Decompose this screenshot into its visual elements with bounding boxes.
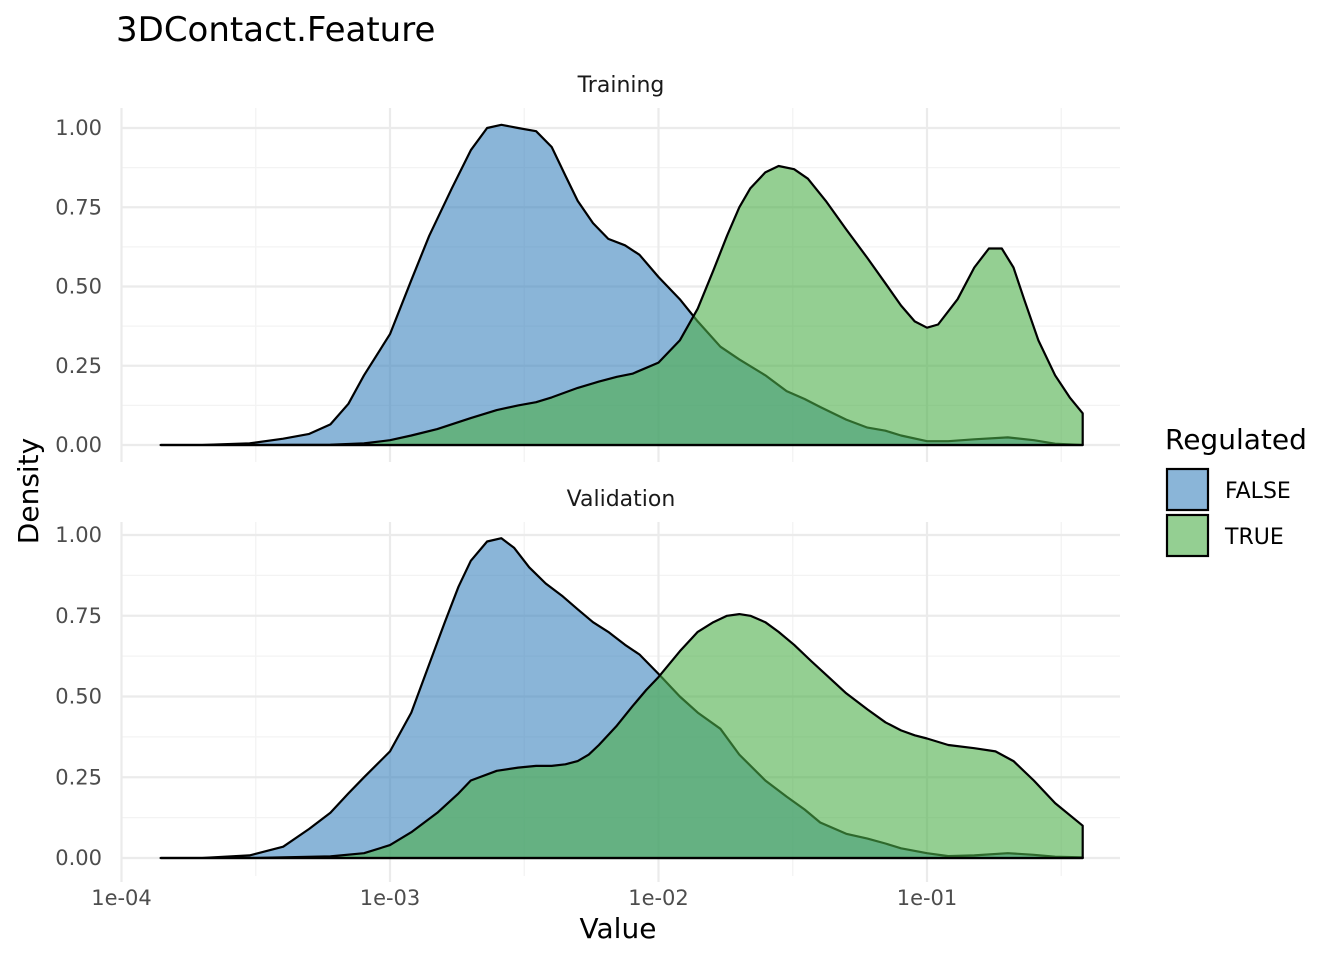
legend-label: FALSE: [1225, 479, 1291, 504]
y-tick-label: 0.75: [55, 604, 102, 628]
y-tick-label: 1.00: [55, 523, 102, 547]
legend-label: TRUE: [1224, 525, 1284, 550]
facet-panels: Training 0.00 0.25 0.50 0.75 1.00 Validation 0.…: [55, 73, 1120, 910]
density-area-true: [159, 164, 1084, 447]
facet-strip-label: Training: [577, 73, 665, 98]
panel-validation: Validation 0.00 0.25 0.50 0.75 1.00 1e-04 1e-03…: [55, 487, 1120, 910]
x-tick-label: 1e-03: [360, 886, 421, 910]
legend-key-false: [1165, 467, 1210, 512]
legend-title: Regulated: [1165, 423, 1307, 456]
x-tick-label: 1e-01: [897, 886, 958, 910]
y-tick-label: 1.00: [55, 116, 102, 140]
y-axis-title: Density: [12, 438, 45, 544]
y-tick-label: 0.00: [55, 846, 102, 870]
y-tick-label: 0.00: [55, 433, 102, 457]
y-tick-label: 0.25: [55, 765, 102, 789]
x-tick-label: 1e-02: [628, 886, 689, 910]
y-tick-label: 0.50: [55, 275, 102, 299]
legend-key-true: [1165, 513, 1210, 558]
chart-title: 3DContact.Feature: [116, 10, 435, 50]
x-axis-title: Value: [580, 912, 657, 945]
y-tick-label: 0.75: [55, 195, 102, 219]
y-tick-label: 0.25: [55, 354, 102, 378]
x-tick-label: 1e-04: [91, 886, 152, 910]
panel-training: Training 0.00 0.25 0.50 0.75 1.00: [55, 73, 1120, 462]
legend: Regulated FALSE TRUE: [1165, 423, 1307, 558]
y-tick-label: 0.50: [55, 685, 102, 709]
facet-strip-label: Validation: [567, 487, 676, 512]
density-area-true: [159, 613, 1084, 860]
